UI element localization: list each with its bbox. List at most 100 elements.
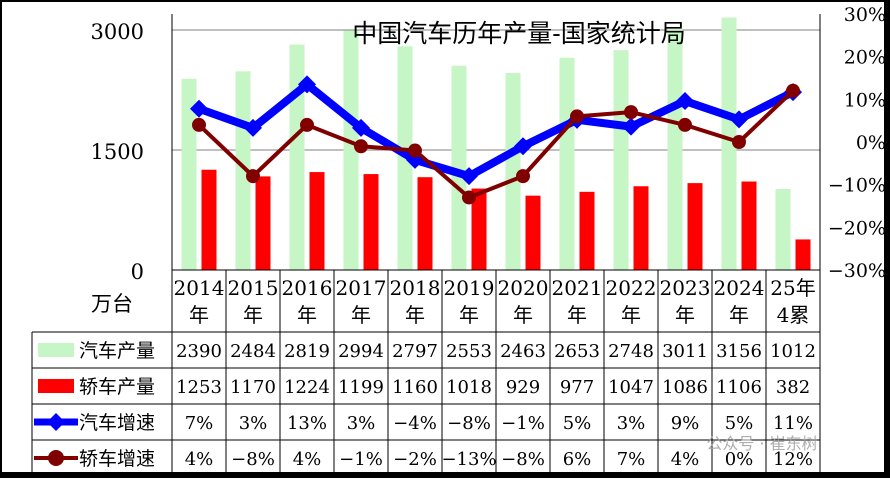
point-轿车增速 xyxy=(786,83,800,98)
point-轿车增速 xyxy=(570,109,584,124)
data-label-汽车增速: −1% xyxy=(501,413,545,434)
legend-key-轿车产量 xyxy=(38,379,74,393)
data-label-汽车增速: −4% xyxy=(393,413,437,434)
data-label-汽车产量: 3156 xyxy=(716,341,762,362)
data-label-轿车产量: 1170 xyxy=(230,377,276,398)
data-label-汽车产量: 2819 xyxy=(284,341,330,362)
right-tick-label: 20% xyxy=(844,47,886,69)
watermark-text: 公众号 · 崔东树 xyxy=(706,434,817,453)
bar-轿车产量 xyxy=(633,186,649,270)
legend-label: 轿车产量 xyxy=(79,376,155,398)
bar-轿车产量 xyxy=(471,188,487,270)
left-tick-label: 0 xyxy=(131,260,144,284)
data-label-汽车增速: 3% xyxy=(617,413,646,434)
bar-汽车产量 xyxy=(451,65,467,270)
legend-label: 汽车产量 xyxy=(79,340,155,362)
point-轿车增速 xyxy=(246,169,260,184)
category-label: 年 xyxy=(675,303,695,327)
category-label: 年 xyxy=(567,303,587,327)
legend-label: 轿车增速 xyxy=(79,448,155,470)
category-label: 年 xyxy=(351,303,371,327)
bar-轿车产量 xyxy=(687,183,703,270)
data-label-轿车产量: 1253 xyxy=(176,377,222,398)
data-label-轿车产量: 977 xyxy=(560,377,594,398)
bar-轿车产量 xyxy=(201,169,217,270)
category-label: 年 xyxy=(297,303,317,327)
data-label-轿车增速: 12% xyxy=(773,449,813,470)
right-tick-label: −20% xyxy=(828,217,886,239)
category-label: 年 xyxy=(405,303,425,327)
bar-轿车产量 xyxy=(417,177,433,270)
category-label: 2014 xyxy=(174,276,225,300)
point-汽车增速 xyxy=(244,118,262,137)
data-label-汽车增速: 3% xyxy=(347,413,376,434)
bar-轿车产量 xyxy=(363,174,379,270)
bar-轿车产量 xyxy=(795,239,811,270)
data-label-汽车产量: 2390 xyxy=(176,341,222,362)
category-label: 年 xyxy=(189,303,209,327)
category-label: 2019 xyxy=(444,276,495,300)
legend-label: 汽车增速 xyxy=(79,412,155,434)
right-tick-label: −30% xyxy=(828,260,886,282)
data-label-轿车增速: 0% xyxy=(725,449,754,470)
right-tick-label: 0% xyxy=(856,132,886,154)
data-label-轿车产量: 1047 xyxy=(608,377,654,398)
data-label-轿车产量: 1106 xyxy=(716,377,762,398)
point-汽车增速 xyxy=(514,137,532,156)
data-label-汽车增速: 5% xyxy=(563,413,592,434)
category-label: 年 xyxy=(621,303,641,327)
point-汽车增速 xyxy=(730,110,748,129)
data-label-汽车产量: 2553 xyxy=(446,341,492,362)
data-label-轿车增速: 4% xyxy=(185,449,214,470)
category-label: 25年 xyxy=(770,276,815,300)
category-label: 2018 xyxy=(390,276,441,300)
data-label-汽车产量: 2653 xyxy=(554,341,600,362)
data-label-轿车产量: 382 xyxy=(776,377,810,398)
data-label-汽车增速: −8% xyxy=(447,413,491,434)
bar-汽车产量 xyxy=(505,72,521,271)
data-label-轿车产量: 1160 xyxy=(392,377,438,398)
line-轿车增速 xyxy=(197,89,795,200)
bar-汽车产量 xyxy=(667,29,683,271)
data-label-轿车产量: 1018 xyxy=(446,377,492,398)
category-label: 2020 xyxy=(498,276,549,300)
legend-key-汽车增速 xyxy=(47,413,65,431)
point-汽车增速 xyxy=(622,117,640,136)
category-label: 年 xyxy=(459,303,479,327)
data-label-轿车产量: 1086 xyxy=(662,377,708,398)
bar-汽车产量 xyxy=(289,44,305,271)
data-label-汽车产量: 2748 xyxy=(608,341,654,362)
data-label-汽车增速: 5% xyxy=(725,413,754,434)
point-汽车增速 xyxy=(676,92,694,111)
data-label-汽车产量: 2994 xyxy=(338,341,384,362)
point-汽车增速 xyxy=(298,75,316,94)
data-label-轿车产量: 1199 xyxy=(338,377,384,398)
data-label-汽车增速: 13% xyxy=(287,413,327,434)
point-轿车增速 xyxy=(732,135,746,149)
bar-汽车产量 xyxy=(721,17,737,270)
data-label-轿车增速: −1% xyxy=(339,449,383,470)
data-label-轿车产量: 1224 xyxy=(284,377,330,398)
data-label-轿车增速: 4% xyxy=(293,449,322,470)
category-label: 2021 xyxy=(552,276,603,300)
category-label: 年 xyxy=(243,303,263,327)
category-label: 2023 xyxy=(660,276,711,300)
data-label-汽车产量: 1012 xyxy=(770,341,816,362)
bar-汽车产量 xyxy=(613,50,629,270)
point-轿车增速 xyxy=(624,105,638,120)
data-label-轿车增速: −13% xyxy=(441,449,496,470)
line-汽车增速 xyxy=(197,80,795,181)
left-tick-label: 1500 xyxy=(91,140,144,164)
category-label: 2022 xyxy=(606,276,657,300)
data-label-汽车增速: 7% xyxy=(185,413,214,434)
point-轿车增速 xyxy=(516,169,530,184)
bar-轿车产量 xyxy=(525,195,541,270)
unit-label: 万台 xyxy=(91,292,133,316)
bar-汽车产量 xyxy=(775,189,791,270)
data-label-汽车增速: 3% xyxy=(239,413,268,434)
category-label: 2024 xyxy=(714,276,765,300)
category-label: 年 xyxy=(513,303,533,327)
point-汽车增速 xyxy=(190,99,208,118)
right-tick-label: 30% xyxy=(844,4,886,26)
